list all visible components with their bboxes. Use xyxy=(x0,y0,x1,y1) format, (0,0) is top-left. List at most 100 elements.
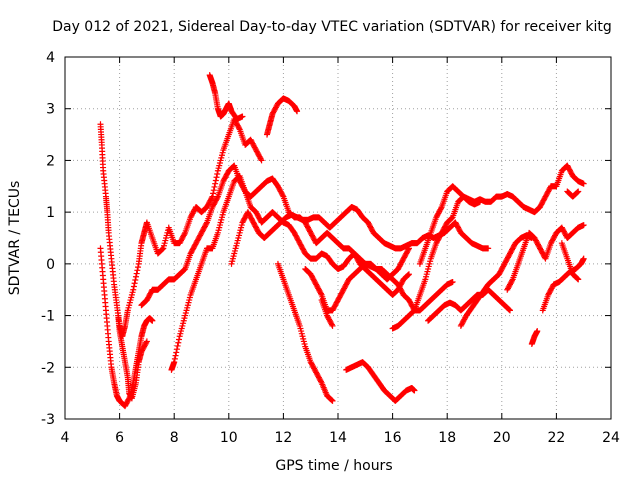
data-point xyxy=(214,171,221,178)
y-tick-label: 2 xyxy=(46,153,55,169)
data-point xyxy=(171,355,178,362)
data-point xyxy=(580,255,587,262)
data-point xyxy=(411,387,418,394)
data-point xyxy=(279,192,286,199)
data-point xyxy=(580,222,587,229)
data-point xyxy=(208,194,215,201)
data-point xyxy=(449,278,456,285)
axis-ticks xyxy=(64,56,612,420)
data-point xyxy=(130,283,137,290)
data-point xyxy=(574,275,581,282)
x-tick-label: 22 xyxy=(547,430,565,446)
data-point xyxy=(210,190,217,197)
data-point xyxy=(212,177,219,184)
y-tick-label: -3 xyxy=(41,412,55,428)
x-tick-label: 24 xyxy=(602,430,620,446)
data-point xyxy=(580,180,587,187)
data-point xyxy=(317,290,324,297)
data-point xyxy=(236,125,243,132)
series-track-s xyxy=(528,328,541,348)
x-tick-labels: 4 6 8 10 12 14 16 18 20 22 24 xyxy=(61,430,620,446)
chart-title: Day 012 of 2021, Sidereal Day-to-day VTE… xyxy=(52,19,612,35)
data-point xyxy=(159,245,166,252)
series-track-t xyxy=(558,240,582,283)
data-point xyxy=(438,205,445,212)
data-point xyxy=(143,338,150,345)
y-tick-label: 4 xyxy=(46,50,55,66)
y-tick-label: -2 xyxy=(41,360,55,376)
data-point xyxy=(448,215,455,222)
data-point xyxy=(175,336,182,343)
data-point xyxy=(404,272,411,279)
data-point xyxy=(485,245,492,252)
series-track-g xyxy=(138,162,412,309)
data-point xyxy=(134,267,141,274)
data-point xyxy=(212,180,219,187)
data-point xyxy=(132,277,139,284)
x-tick-label: 20 xyxy=(493,430,511,446)
data-point xyxy=(133,270,140,277)
data-point xyxy=(506,306,513,313)
series-track-u xyxy=(564,188,582,200)
data-point xyxy=(203,220,210,227)
data-point xyxy=(131,280,138,287)
data-point xyxy=(405,271,412,278)
data-point xyxy=(149,317,156,324)
data-point xyxy=(574,189,581,196)
data-point xyxy=(328,397,335,404)
data-point xyxy=(211,183,218,190)
data-point xyxy=(328,396,335,403)
data-point xyxy=(130,286,137,293)
data-point xyxy=(209,193,216,200)
data-point xyxy=(214,194,221,201)
x-tick-label: 18 xyxy=(438,430,456,446)
y-tick-label: 3 xyxy=(46,102,55,118)
data-point xyxy=(505,306,512,313)
data-point xyxy=(132,273,139,280)
series-track-c xyxy=(264,95,301,138)
data-point xyxy=(239,113,246,120)
data-point xyxy=(410,308,417,315)
data-point xyxy=(174,342,181,349)
x-tick-label: 16 xyxy=(384,430,402,446)
series-track-k xyxy=(343,359,418,404)
data-point xyxy=(257,156,264,163)
data-point xyxy=(405,271,412,278)
series-track-e xyxy=(115,312,150,402)
x-tick-label: 4 xyxy=(61,430,70,446)
y-tick-label: 1 xyxy=(46,205,55,221)
x-axis-label: GPS time / hours xyxy=(275,458,392,474)
data-point xyxy=(317,378,324,385)
data-point xyxy=(172,352,179,359)
series-track-p xyxy=(457,232,535,329)
data-point xyxy=(573,189,580,196)
data-point xyxy=(575,276,582,283)
series-track-j xyxy=(274,260,336,404)
x-tick-label: 8 xyxy=(170,430,179,446)
data-point xyxy=(175,339,182,346)
data-point xyxy=(181,231,188,238)
data-point xyxy=(210,187,217,194)
data-point xyxy=(258,157,265,164)
series-track-b xyxy=(206,72,246,123)
data-point xyxy=(476,198,483,205)
x-tick-label: 10 xyxy=(220,430,238,446)
y-tick-label: -1 xyxy=(41,309,55,325)
data-point xyxy=(329,322,336,329)
data-point xyxy=(575,188,582,195)
series-track-n xyxy=(416,183,483,267)
series-track-q xyxy=(504,222,587,293)
series-track-l xyxy=(318,297,336,329)
x-tick-label: 6 xyxy=(115,430,124,446)
data-point xyxy=(294,108,301,115)
data-point xyxy=(328,321,335,328)
data-point xyxy=(534,328,541,335)
data-point xyxy=(213,174,220,181)
data-point xyxy=(158,246,165,253)
data-point xyxy=(143,339,150,346)
data-point xyxy=(180,267,187,274)
grid-lines xyxy=(65,57,611,419)
y-tick-label: 0 xyxy=(46,257,55,273)
data-point xyxy=(509,277,516,284)
